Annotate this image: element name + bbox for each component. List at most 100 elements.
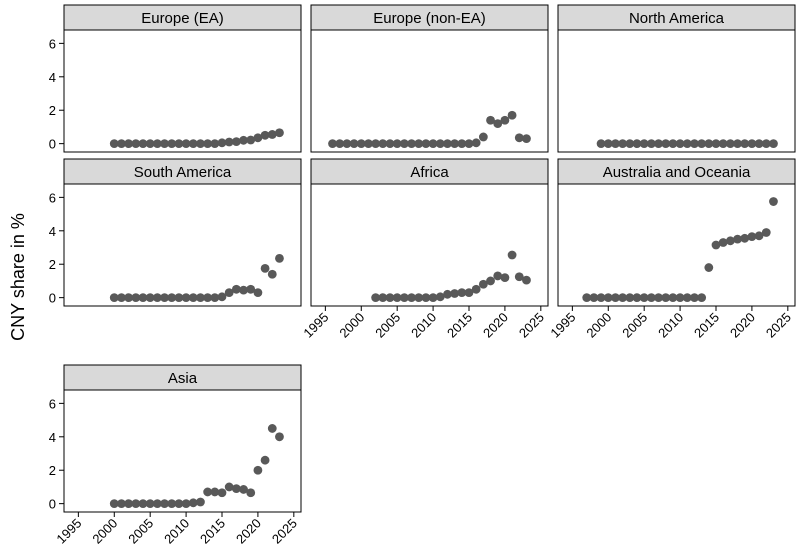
data-point: [507, 250, 517, 260]
x-tick-label: 1995: [547, 310, 578, 341]
data-point: [392, 139, 402, 149]
plot-area: [63, 183, 302, 307]
y-tick-label: 6: [49, 36, 56, 51]
data-point: [196, 139, 205, 149]
data-point: [718, 139, 728, 149]
x-tick-label: 2010: [161, 516, 192, 547]
data-point: [138, 499, 148, 509]
data-point: [399, 293, 409, 303]
data-point: [174, 499, 184, 509]
data-point: [596, 139, 606, 149]
data-point: [174, 139, 184, 149]
data-point: [152, 499, 162, 509]
data-point: [522, 275, 531, 285]
data-point: [188, 293, 198, 303]
data-point: [167, 293, 177, 303]
data-point: [160, 293, 169, 303]
panel-title: Africa: [410, 164, 449, 181]
data-point: [385, 293, 395, 303]
data-point: [471, 284, 481, 294]
data-point: [203, 487, 213, 497]
data-point: [152, 139, 162, 149]
y-tick-label: 0: [49, 137, 56, 152]
data-point: [493, 271, 503, 281]
data-point: [500, 115, 510, 125]
data-point: [589, 293, 599, 303]
data-point: [239, 135, 248, 145]
plot-area: [557, 29, 796, 153]
panel-asia: Asia 0 2 4 6 1995 2000 2005 2010 2015 2020 2025: [49, 364, 302, 547]
panel-title: Australia and Oceania: [603, 164, 751, 181]
data-point: [486, 115, 495, 125]
data-point: [342, 139, 352, 149]
panel-title: Europe (EA): [141, 10, 224, 27]
data-point: [117, 139, 126, 149]
data-point: [188, 498, 198, 508]
data-point: [761, 139, 771, 149]
data-point: [109, 499, 119, 509]
panels-layer: Europe (EA) 0 2 4 6 Europe (non-EA) North Amer…: [49, 4, 796, 547]
x-tick-label: 1995: [53, 516, 84, 547]
data-point: [196, 497, 205, 507]
plot-area: [310, 183, 549, 307]
data-point: [109, 293, 119, 303]
data-point: [603, 293, 613, 303]
data-point: [697, 139, 707, 149]
data-point: [654, 293, 663, 303]
x-tick-label: 2010: [655, 310, 686, 341]
data-point: [632, 293, 642, 303]
data-point: [725, 236, 735, 246]
y-tick-label: 0: [49, 497, 56, 512]
data-point: [364, 139, 373, 149]
data-point: [618, 293, 628, 303]
data-point: [740, 139, 750, 149]
data-point: [275, 128, 284, 138]
x-tick-label: 2005: [372, 310, 403, 341]
data-point: [196, 293, 205, 303]
x-tick-label: 2010: [408, 310, 439, 341]
data-point: [117, 499, 126, 509]
data-point: [733, 234, 742, 244]
data-point: [654, 139, 663, 149]
data-point: [246, 488, 256, 498]
data-point: [188, 139, 198, 149]
data-point: [618, 139, 628, 149]
data-point: [152, 293, 162, 303]
data-point: [668, 139, 678, 149]
data-point: [224, 137, 234, 147]
data-point: [124, 499, 134, 509]
data-point: [632, 139, 642, 149]
panel-title: North America: [629, 10, 725, 27]
data-point: [769, 139, 778, 149]
plot-area: [310, 29, 549, 153]
panel-title: Europe (non-EA): [373, 10, 486, 27]
data-point: [464, 139, 474, 149]
data-point: [260, 263, 270, 273]
data-point: [253, 133, 263, 143]
y-tick-label: 4: [49, 430, 56, 445]
data-point: [145, 139, 155, 149]
data-point: [145, 499, 155, 509]
data-point: [682, 139, 692, 149]
panel-strip: [310, 158, 549, 185]
data-point: [399, 139, 409, 149]
data-point: [167, 499, 177, 509]
panel-strip: [557, 4, 796, 31]
data-point: [711, 240, 721, 250]
data-point: [450, 289, 460, 298]
data-point: [160, 499, 169, 509]
data-point: [493, 119, 503, 128]
data-point: [754, 231, 764, 241]
data-point: [661, 293, 671, 303]
data-point: [740, 233, 750, 243]
data-point: [754, 139, 764, 149]
data-point: [428, 293, 438, 303]
y-tick-label: 4: [49, 70, 56, 85]
data-point: [704, 263, 714, 272]
data-point: [500, 273, 510, 282]
data-point: [275, 432, 284, 442]
data-point: [639, 139, 649, 149]
x-tick-label: 2020: [233, 516, 264, 547]
data-point: [407, 293, 416, 303]
